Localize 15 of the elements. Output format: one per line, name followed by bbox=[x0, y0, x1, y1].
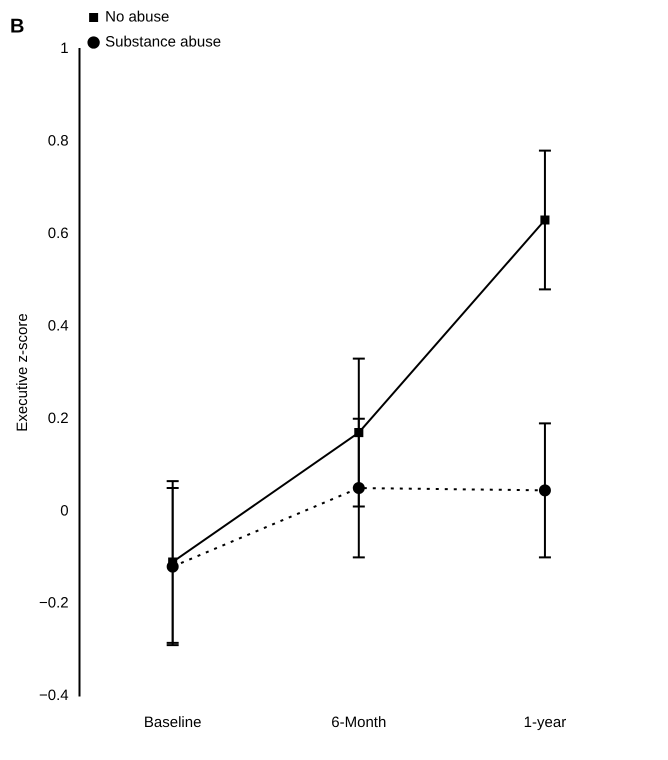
y-tick-label: 0 bbox=[60, 502, 69, 520]
y-tick-label: 0.4 bbox=[48, 317, 69, 334]
legend-label: No abuse bbox=[105, 8, 170, 26]
legend-label: Substance abuse bbox=[105, 34, 222, 51]
y-tick-label: −0.4 bbox=[38, 687, 69, 704]
x-tick-label: Baseline bbox=[144, 714, 202, 732]
y-tick-label: −0.2 bbox=[38, 594, 69, 612]
y-tick-label: 0.8 bbox=[48, 132, 69, 150]
y-tick-label: 1 bbox=[60, 40, 69, 58]
y-tick-label: 0.6 bbox=[48, 225, 69, 242]
x-tick-label: 1-year bbox=[524, 714, 566, 732]
y-tick-label: 0.2 bbox=[48, 410, 69, 427]
x-tick-label: 6-Month bbox=[331, 714, 386, 732]
chart-title: B bbox=[10, 16, 24, 38]
y-axis-title: Executive z-score bbox=[14, 313, 32, 432]
